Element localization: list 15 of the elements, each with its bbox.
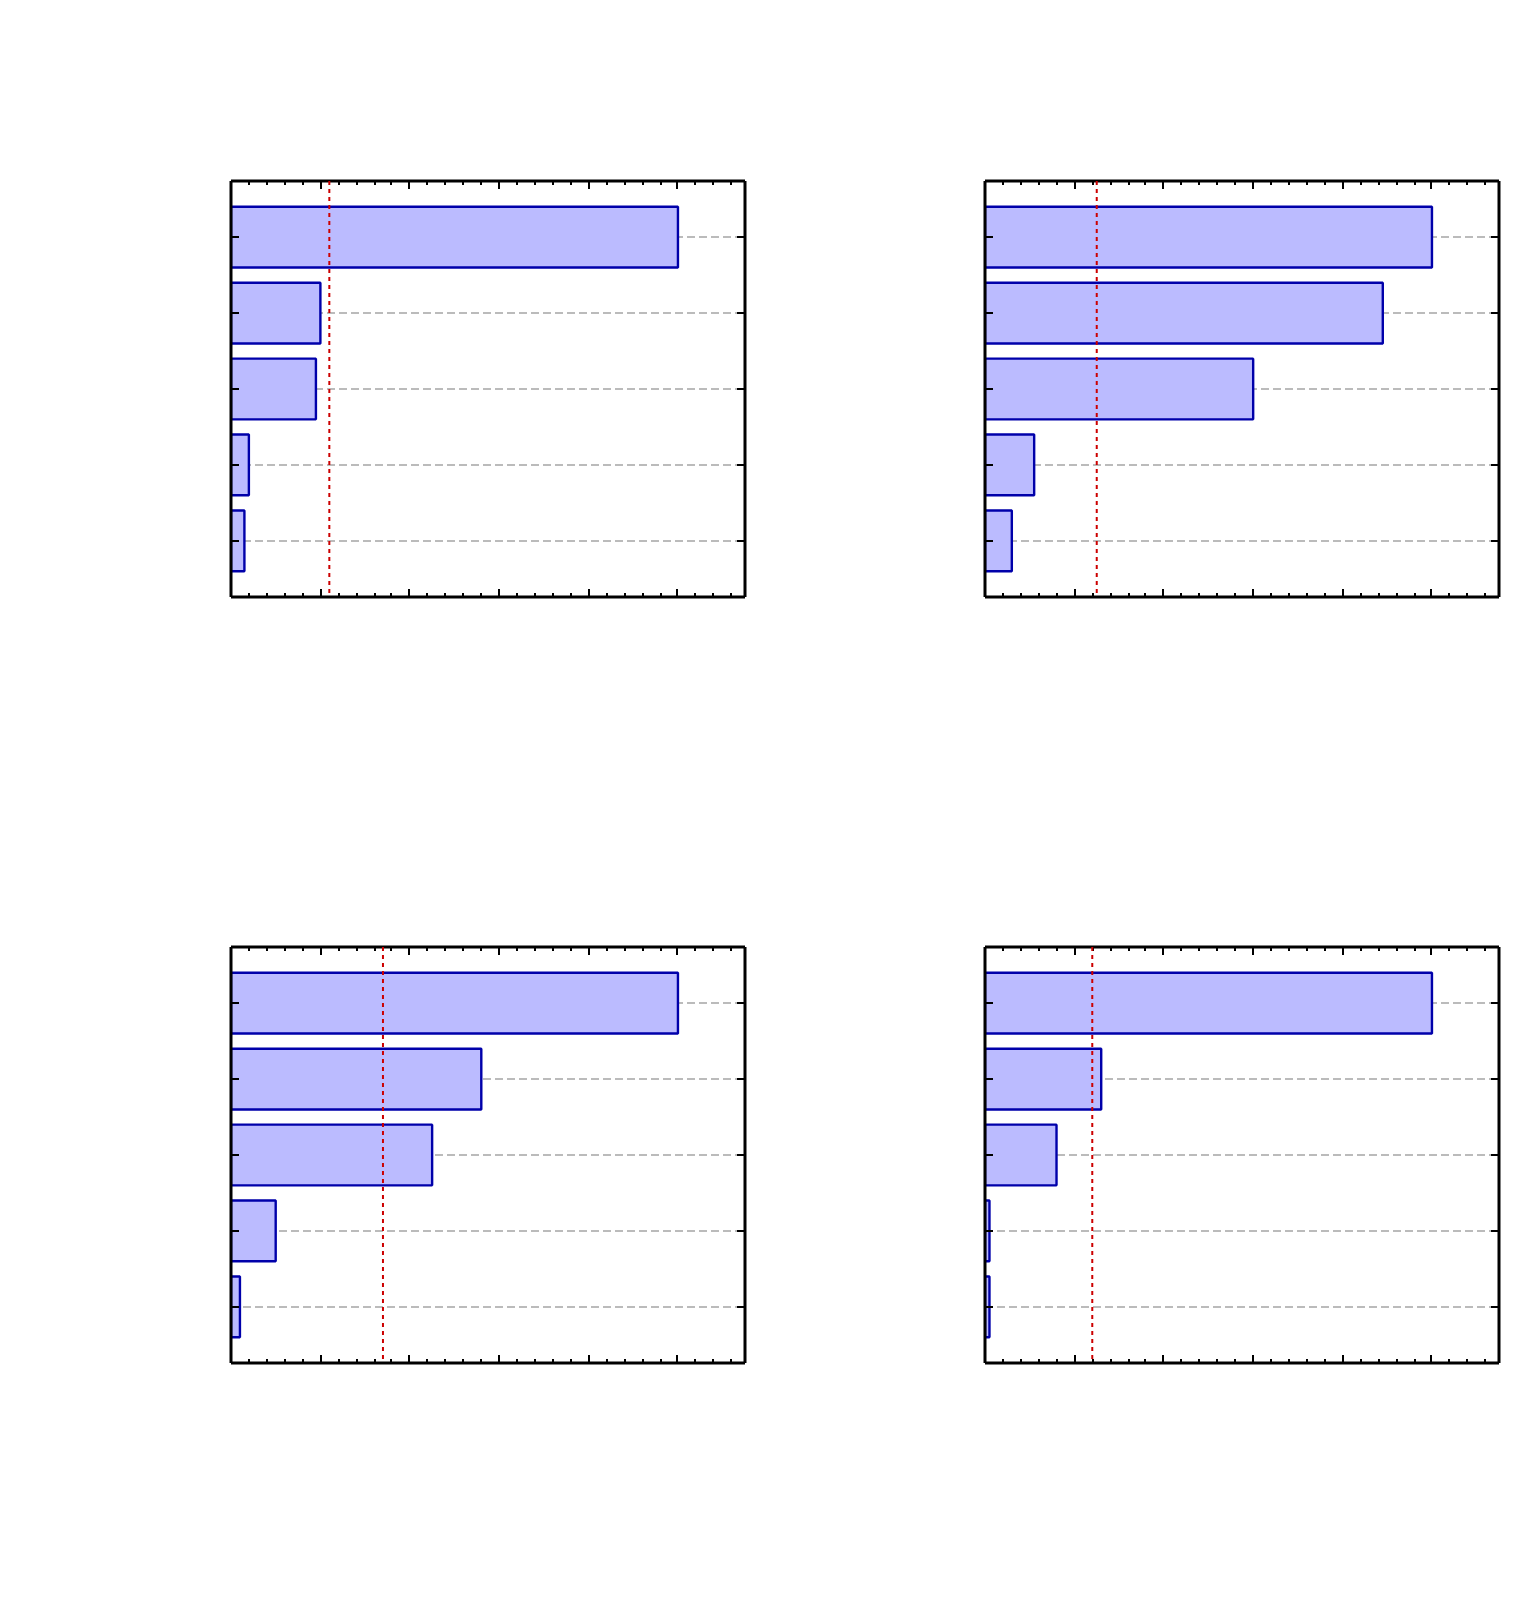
bar [231,1047,483,1111]
bar [231,1123,434,1187]
bar [985,433,1036,497]
bar [231,357,318,421]
bar [985,205,1434,269]
bar [985,1123,1058,1187]
bar [985,509,1014,573]
bar [231,971,680,1035]
bar [231,205,680,269]
bar [985,281,1384,345]
bar [985,357,1255,421]
bar [231,1199,277,1263]
bar [985,971,1434,1035]
bar [985,1047,1103,1111]
bar [231,281,322,345]
